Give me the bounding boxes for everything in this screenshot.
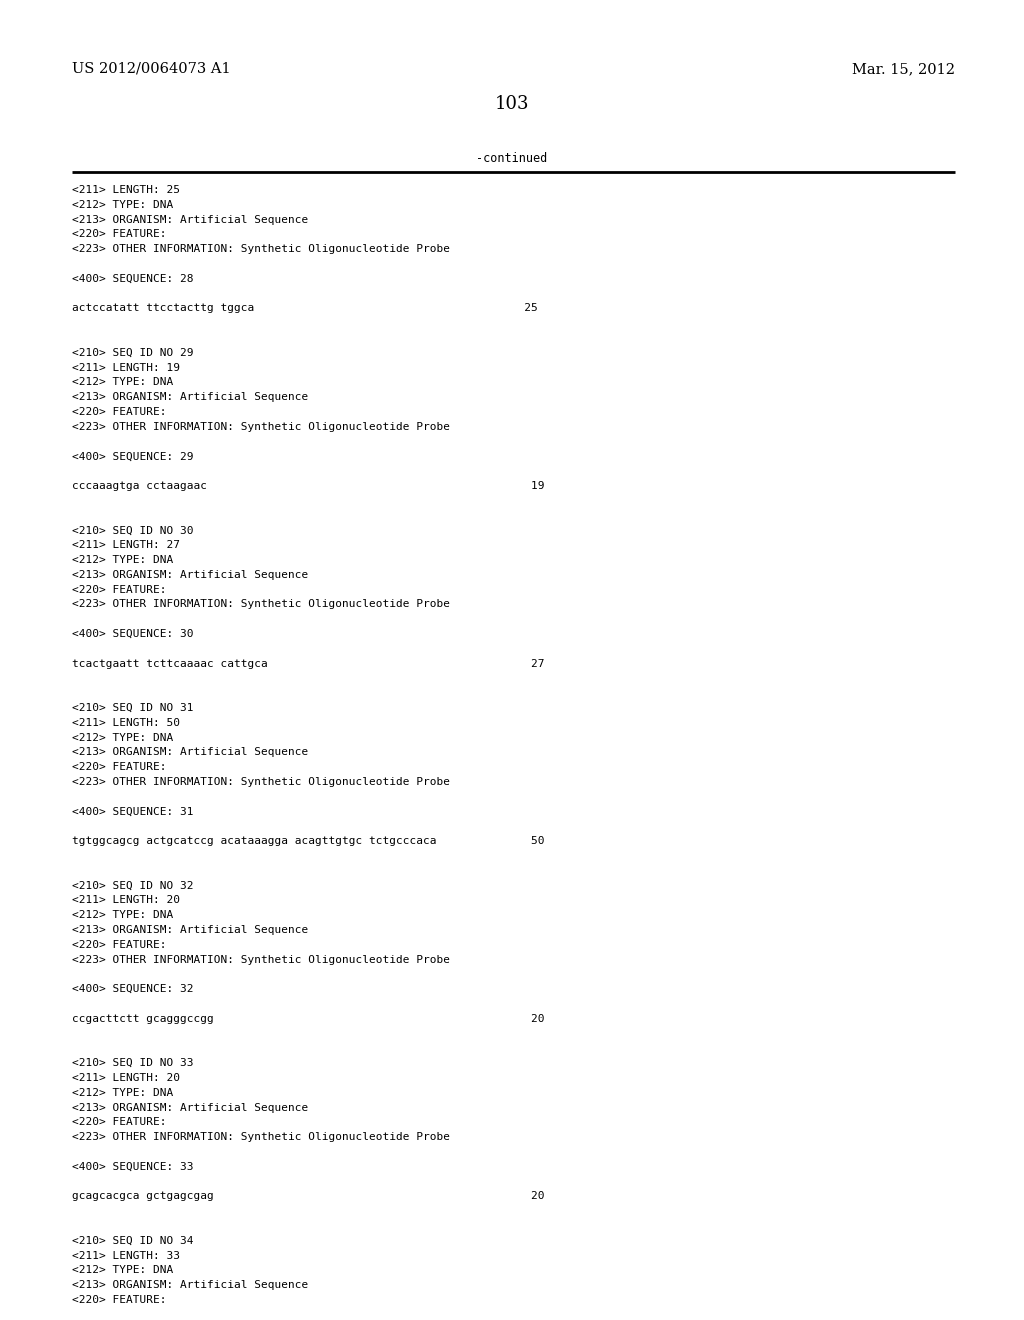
Text: <210> SEQ ID NO 34: <210> SEQ ID NO 34 [72, 1236, 194, 1246]
Text: <213> ORGANISM: Artificial Sequence: <213> ORGANISM: Artificial Sequence [72, 1102, 308, 1113]
Text: tgtggcagcg actgcatccg acataaagga acagttgtgc tctgcccaca              50: tgtggcagcg actgcatccg acataaagga acagttg… [72, 836, 545, 846]
Text: <213> ORGANISM: Artificial Sequence: <213> ORGANISM: Artificial Sequence [72, 392, 308, 403]
Text: <213> ORGANISM: Artificial Sequence: <213> ORGANISM: Artificial Sequence [72, 215, 308, 224]
Text: <212> TYPE: DNA: <212> TYPE: DNA [72, 554, 173, 565]
Text: 103: 103 [495, 95, 529, 114]
Text: <210> SEQ ID NO 29: <210> SEQ ID NO 29 [72, 347, 194, 358]
Text: <213> ORGANISM: Artificial Sequence: <213> ORGANISM: Artificial Sequence [72, 747, 308, 758]
Text: <210> SEQ ID NO 33: <210> SEQ ID NO 33 [72, 1059, 194, 1068]
Text: US 2012/0064073 A1: US 2012/0064073 A1 [72, 62, 230, 77]
Text: <223> OTHER INFORMATION: Synthetic Oligonucleotide Probe: <223> OTHER INFORMATION: Synthetic Oligo… [72, 244, 450, 255]
Text: <213> ORGANISM: Artificial Sequence: <213> ORGANISM: Artificial Sequence [72, 925, 308, 935]
Text: <211> LENGTH: 20: <211> LENGTH: 20 [72, 895, 180, 906]
Text: <213> ORGANISM: Artificial Sequence: <213> ORGANISM: Artificial Sequence [72, 570, 308, 579]
Text: -continued: -continued [476, 152, 548, 165]
Text: <211> LENGTH: 33: <211> LENGTH: 33 [72, 1250, 180, 1261]
Text: <223> OTHER INFORMATION: Synthetic Oligonucleotide Probe: <223> OTHER INFORMATION: Synthetic Oligo… [72, 777, 450, 787]
Text: <400> SEQUENCE: 29: <400> SEQUENCE: 29 [72, 451, 194, 462]
Text: <220> FEATURE:: <220> FEATURE: [72, 230, 167, 239]
Text: <211> LENGTH: 19: <211> LENGTH: 19 [72, 363, 180, 372]
Text: <220> FEATURE:: <220> FEATURE: [72, 407, 167, 417]
Text: <212> TYPE: DNA: <212> TYPE: DNA [72, 1088, 173, 1098]
Text: <210> SEQ ID NO 31: <210> SEQ ID NO 31 [72, 704, 194, 713]
Text: <210> SEQ ID NO 30: <210> SEQ ID NO 30 [72, 525, 194, 536]
Text: <400> SEQUENCE: 32: <400> SEQUENCE: 32 [72, 985, 194, 994]
Text: <211> LENGTH: 20: <211> LENGTH: 20 [72, 1073, 180, 1082]
Text: <220> FEATURE:: <220> FEATURE: [72, 1118, 167, 1127]
Text: tcactgaatt tcttcaaaac cattgca                                       27: tcactgaatt tcttcaaaac cattgca 27 [72, 659, 545, 669]
Text: <223> OTHER INFORMATION: Synthetic Oligonucleotide Probe: <223> OTHER INFORMATION: Synthetic Oligo… [72, 954, 450, 965]
Text: <211> LENGTH: 27: <211> LENGTH: 27 [72, 540, 180, 550]
Text: <223> OTHER INFORMATION: Synthetic Oligonucleotide Probe: <223> OTHER INFORMATION: Synthetic Oligo… [72, 1133, 450, 1142]
Text: <212> TYPE: DNA: <212> TYPE: DNA [72, 378, 173, 387]
Text: <220> FEATURE:: <220> FEATURE: [72, 585, 167, 594]
Text: gcagcacgca gctgagcgag                                               20: gcagcacgca gctgagcgag 20 [72, 1192, 545, 1201]
Text: <212> TYPE: DNA: <212> TYPE: DNA [72, 733, 173, 743]
Text: Mar. 15, 2012: Mar. 15, 2012 [852, 62, 955, 77]
Text: <213> ORGANISM: Artificial Sequence: <213> ORGANISM: Artificial Sequence [72, 1280, 308, 1290]
Text: <211> LENGTH: 50: <211> LENGTH: 50 [72, 718, 180, 727]
Text: <211> LENGTH: 25: <211> LENGTH: 25 [72, 185, 180, 195]
Text: <212> TYPE: DNA: <212> TYPE: DNA [72, 1266, 173, 1275]
Text: <210> SEQ ID NO 32: <210> SEQ ID NO 32 [72, 880, 194, 891]
Text: <223> OTHER INFORMATION: Synthetic Oligonucleotide Probe: <223> OTHER INFORMATION: Synthetic Oligo… [72, 599, 450, 610]
Text: <400> SEQUENCE: 28: <400> SEQUENCE: 28 [72, 273, 194, 284]
Text: ccgacttctt gcagggccgg                                               20: ccgacttctt gcagggccgg 20 [72, 1014, 545, 1024]
Text: <223> OTHER INFORMATION: Synthetic Oligonucleotide Probe: <223> OTHER INFORMATION: Synthetic Oligo… [72, 422, 450, 432]
Text: <220> FEATURE:: <220> FEATURE: [72, 940, 167, 950]
Text: actccatatt ttcctacttg tggca                                        25: actccatatt ttcctacttg tggca 25 [72, 304, 538, 313]
Text: cccaaagtga cctaagaac                                                19: cccaaagtga cctaagaac 19 [72, 480, 545, 491]
Text: <220> FEATURE:: <220> FEATURE: [72, 762, 167, 772]
Text: <400> SEQUENCE: 31: <400> SEQUENCE: 31 [72, 807, 194, 817]
Text: <212> TYPE: DNA: <212> TYPE: DNA [72, 199, 173, 210]
Text: <400> SEQUENCE: 30: <400> SEQUENCE: 30 [72, 630, 194, 639]
Text: <212> TYPE: DNA: <212> TYPE: DNA [72, 911, 173, 920]
Text: <220> FEATURE:: <220> FEATURE: [72, 1295, 167, 1305]
Text: <400> SEQUENCE: 33: <400> SEQUENCE: 33 [72, 1162, 194, 1172]
